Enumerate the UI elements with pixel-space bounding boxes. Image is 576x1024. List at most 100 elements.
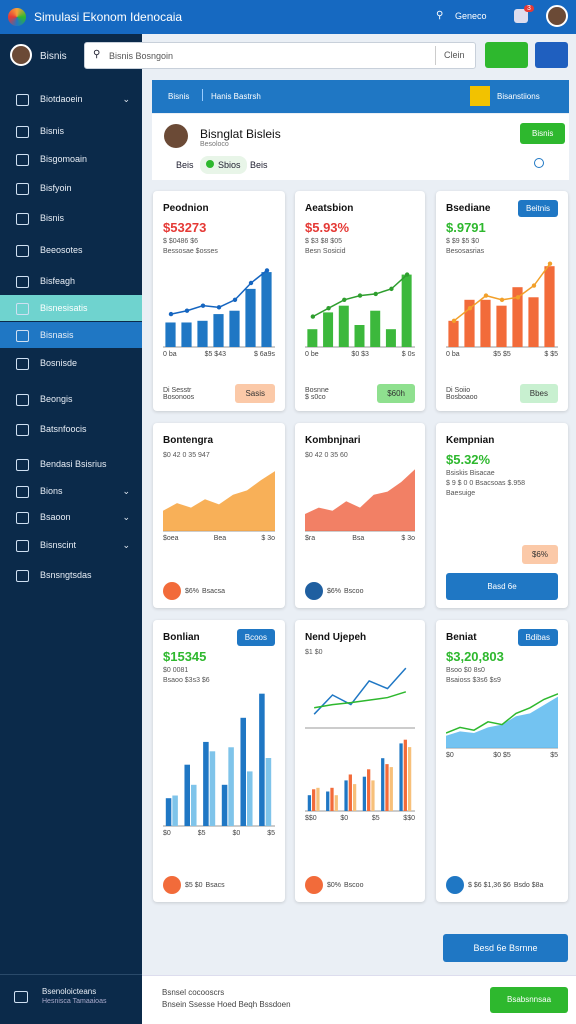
x-label: $5 (371, 815, 380, 822)
user-avatar (10, 44, 32, 66)
menu-item[interactable]: Bisnesisatis (0, 295, 142, 321)
card-button[interactable]: Beitnis (517, 199, 558, 217)
line (313, 667, 407, 715)
search-icon[interactable]: ⚲ (436, 10, 444, 21)
footer-line: $0% (327, 881, 342, 889)
badge[interactable]: $60h (377, 384, 415, 403)
menu-item[interactable]: Bisnis (0, 205, 142, 231)
card-button[interactable]: Bdibas (517, 628, 558, 646)
blue-button[interactable] (535, 42, 568, 68)
menu-item[interactable]: Bisfyoin (0, 175, 142, 201)
card-footer: $6% (446, 545, 558, 564)
bar (165, 798, 172, 826)
chart (305, 739, 415, 812)
footer-text: Bosnne $ s0co (305, 387, 329, 401)
line (446, 693, 558, 734)
x-labels: $0 $5 $0 $5 (163, 830, 275, 837)
menu-item[interactable]: Batsnfoocis (0, 416, 142, 442)
bar (354, 325, 365, 347)
bar (403, 739, 407, 811)
menu-item[interactable]: Bendasi Bsisrius (0, 451, 142, 477)
avatar[interactable] (546, 5, 568, 27)
x-label: $5 (550, 752, 558, 759)
card: Bonlian Bcoos $15345 $0 0081 Bsaoo $3s3 $6 $0… (153, 620, 285, 902)
x-label: $$0 (305, 815, 317, 822)
card-header: Aeatsbion (305, 199, 415, 217)
point (515, 295, 521, 300)
footer-line: $6% (185, 587, 200, 595)
banner-user[interactable]: Bisanstiions (497, 92, 540, 101)
point (216, 305, 222, 310)
search-box[interactable]: ⚲ Bisnis Bosngoin Clein (84, 42, 476, 69)
card-line: $ $3 $8 $05 (305, 238, 342, 245)
card-header: Beniat Bdibas (446, 628, 558, 646)
bar (265, 758, 272, 826)
menu-item[interactable]: Bisfeagh (0, 268, 142, 294)
chevron: ⌄ (122, 511, 130, 522)
bar (344, 780, 348, 811)
cta-button[interactable]: Besd 6e Bsrnne (443, 934, 568, 962)
clear-button[interactable]: Clein (435, 46, 465, 65)
bar (245, 288, 256, 347)
menu-item[interactable]: Bisnis (0, 118, 142, 144)
bar (367, 769, 371, 811)
menu-item[interactable]: Bsnsngtsdas (0, 562, 142, 588)
status-icon (534, 158, 544, 168)
menu-item[interactable]: Bisgomoain (0, 146, 142, 172)
footer-line: $ s0co (305, 393, 326, 401)
menu-item[interactable]: Beongis (0, 386, 142, 412)
menu-item[interactable]: Bions ⌄ (0, 478, 142, 504)
menu-item[interactable]: Biotdaoein ⌄ (0, 86, 142, 112)
profile-tab[interactable]: Beis (176, 160, 194, 170)
footer-button[interactable]: Bsabsnnsaa (490, 987, 568, 1013)
profile-button[interactable]: Bisnis (520, 123, 566, 144)
menu-item[interactable]: Bsaoon ⌄ (0, 504, 142, 530)
notifications[interactable] (514, 9, 528, 23)
footer-text: $0% Bscoo (305, 876, 366, 894)
badge[interactable]: Sasis (235, 384, 275, 403)
app-title: Simulasi Ekonom Idenocaia (34, 10, 183, 24)
x-labels: $0 $0 $5 $5 (446, 752, 558, 759)
card-title: Peodnion (163, 202, 209, 214)
x-label: $0 (163, 830, 171, 837)
card: Kombnjnari $0 42 0 35 60 $ra Bsa $ 3o $6% Bsco… (295, 423, 425, 608)
search-label[interactable]: Geneco (455, 11, 487, 21)
profile-tab[interactable]: Beis (250, 160, 268, 170)
menu-item[interactable]: Bisnasis (0, 322, 142, 348)
card: Beniat Bdibas $3,20,803 Bsoo $0 8s0 Bsaioss … (436, 620, 568, 902)
footer-line: Di Sesstr (163, 386, 192, 394)
green-button[interactable] (485, 42, 528, 68)
card-button[interactable]: Bcoos (236, 628, 275, 646)
menu-item[interactable]: Beeosotes (0, 237, 142, 263)
bar (228, 747, 234, 826)
card-title: Nend Ujepeh (305, 631, 367, 643)
x-label: $ 3o (261, 535, 275, 542)
x-labels: 0 be $0 $3 $ 0s (305, 351, 415, 358)
card: Nend Ujepeh $1 $0 $$0 $0 $5 $$0 $0% Bscoo (295, 620, 425, 902)
card-header: Peodnion (163, 199, 275, 217)
bar (330, 787, 334, 811)
footer-text: $ $6 $1,36 $6 Bsdo $8a (446, 876, 546, 894)
x-label: Bsa (352, 535, 365, 542)
x-label: $0 $3 (351, 351, 369, 358)
point (310, 314, 316, 319)
point (248, 280, 254, 286)
bar (496, 305, 507, 347)
menu-item[interactable]: Bisnscint ⌄ (0, 532, 142, 558)
card-footer: $6% Bscoo (305, 582, 415, 600)
badge[interactable]: Bbes (519, 384, 558, 403)
menu-item[interactable]: Bosnisde (0, 350, 142, 376)
card-footer: $0% Bscoo (305, 876, 415, 894)
card-action[interactable]: Basd 6e (446, 573, 558, 600)
x-label: Bea (213, 535, 227, 542)
sidebar: Bisnis Biotdaoein ⌄ Bisnis Bisgomoain Bisfyo… (0, 34, 142, 1024)
card-line: $0 42 0 35 60 (305, 452, 348, 459)
x-label: $$0 (403, 815, 415, 822)
bar (348, 774, 352, 811)
card-line: Besosasrias (446, 248, 485, 255)
bar (381, 758, 385, 811)
banner-left[interactable]: Bisnis (168, 92, 190, 101)
banner-tab[interactable]: Hanis Bastrsh (202, 89, 261, 101)
point (531, 283, 537, 288)
badge[interactable]: $6% (521, 545, 558, 564)
